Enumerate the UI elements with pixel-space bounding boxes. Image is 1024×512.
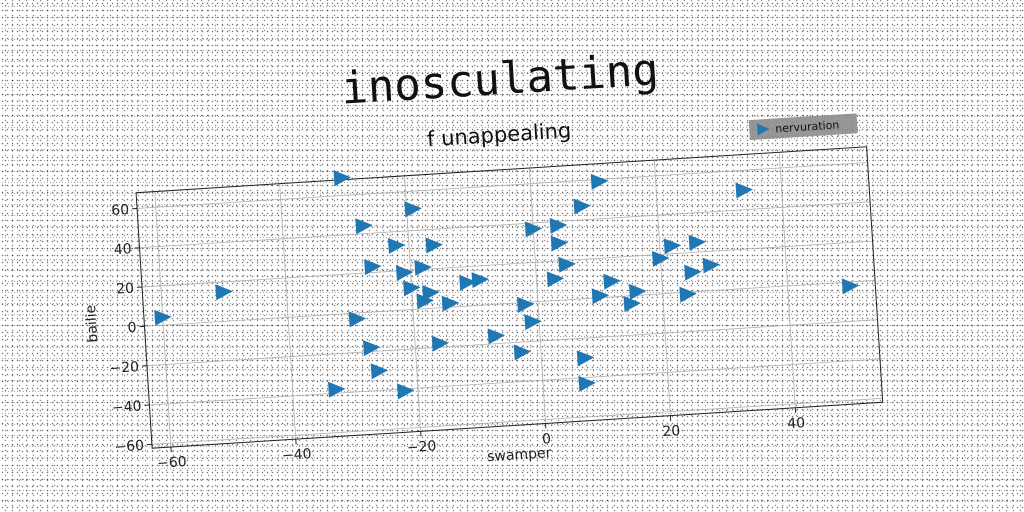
x-tick-label: −60 [157, 454, 187, 472]
data-point [576, 350, 595, 367]
x-tick-label: 0 [542, 431, 552, 448]
data-point [441, 295, 460, 312]
data-point [414, 259, 432, 276]
legend-marker [756, 123, 770, 136]
data-point [629, 283, 647, 300]
data-point [416, 293, 434, 310]
chart-title: f unappealing [426, 118, 572, 151]
y-tick-label: 40 [113, 241, 132, 258]
x-grid-line [279, 183, 297, 440]
data-point [550, 235, 569, 252]
legend: nervuration [748, 113, 858, 141]
data-point [623, 296, 641, 313]
data-point [549, 217, 568, 234]
data-point [591, 288, 610, 305]
data-point [578, 375, 596, 392]
data-point [154, 309, 172, 326]
legend-label: nervuration [775, 118, 840, 135]
data-point [684, 264, 702, 281]
data-point [328, 381, 346, 398]
data-point [364, 259, 382, 276]
data-point [422, 285, 440, 302]
plot-frame [135, 146, 884, 449]
legend-box [748, 113, 858, 141]
data-point [590, 173, 609, 190]
y-grid-line [151, 397, 883, 445]
data-point [679, 286, 697, 303]
y-grid-line [139, 201, 871, 249]
y-tick-label: 20 [116, 281, 135, 298]
y-grid-line [146, 319, 878, 367]
data-point [348, 311, 367, 328]
data-point [215, 284, 233, 301]
chart-figure: f unappealing −60 −40 −20 0 20 40 −60 −40 −20 0 20… [63, 90, 924, 502]
data-point [387, 237, 406, 254]
data-point [546, 271, 565, 288]
data-point [688, 234, 707, 251]
data-point [841, 278, 860, 295]
data-point [425, 237, 443, 254]
x-axis-label: swamper [487, 445, 552, 465]
y-tick-label: −60 [114, 438, 144, 456]
data-points [154, 170, 860, 400]
data-point [333, 170, 351, 187]
y-tick-label: 0 [127, 320, 137, 337]
data-point [431, 335, 450, 352]
y-grid-line [137, 162, 868, 209]
data-point [370, 363, 389, 380]
y-grid-line [149, 358, 881, 406]
data-point [524, 314, 542, 331]
y-tick-label: −40 [112, 398, 142, 416]
data-point [663, 238, 682, 255]
data-point [487, 328, 506, 345]
data-point [403, 280, 421, 297]
data-point [459, 274, 477, 291]
x-tick-label: 40 [787, 415, 806, 432]
data-point [355, 218, 373, 235]
data-point [513, 344, 532, 361]
data-point [735, 182, 753, 199]
data-point [363, 340, 381, 357]
x-grid-line [404, 175, 422, 432]
data-point [652, 250, 670, 267]
chart-svg: f unappealing −60 −40 −20 0 20 40 −60 −40 −20 0 20… [83, 113, 884, 472]
y-axis-label: bailie [83, 304, 101, 343]
data-point [404, 201, 422, 218]
data-point [603, 273, 621, 290]
x-tick-label: 20 [662, 423, 681, 440]
x-tick-label: −20 [406, 438, 436, 456]
x-tick-label: −40 [282, 446, 312, 464]
x-grid-line [529, 167, 546, 424]
data-point [517, 296, 535, 313]
grid-lines [137, 152, 883, 448]
data-point [702, 257, 721, 274]
data-point [395, 265, 414, 282]
y-grid-line [144, 280, 876, 327]
axis-ticks: −60 −40 −20 0 20 40 −60 −40 −20 0 20 40 60 [109, 202, 806, 472]
data-point [397, 383, 415, 400]
y-grid-line [141, 240, 873, 288]
y-tick-label: −20 [109, 359, 139, 377]
x-grid-line [778, 152, 796, 408]
data-point [471, 272, 490, 289]
y-tick-label: 60 [111, 202, 130, 219]
data-point [558, 256, 576, 273]
data-point [524, 221, 543, 238]
x-grid-line [653, 160, 671, 416]
data-point [573, 198, 591, 215]
